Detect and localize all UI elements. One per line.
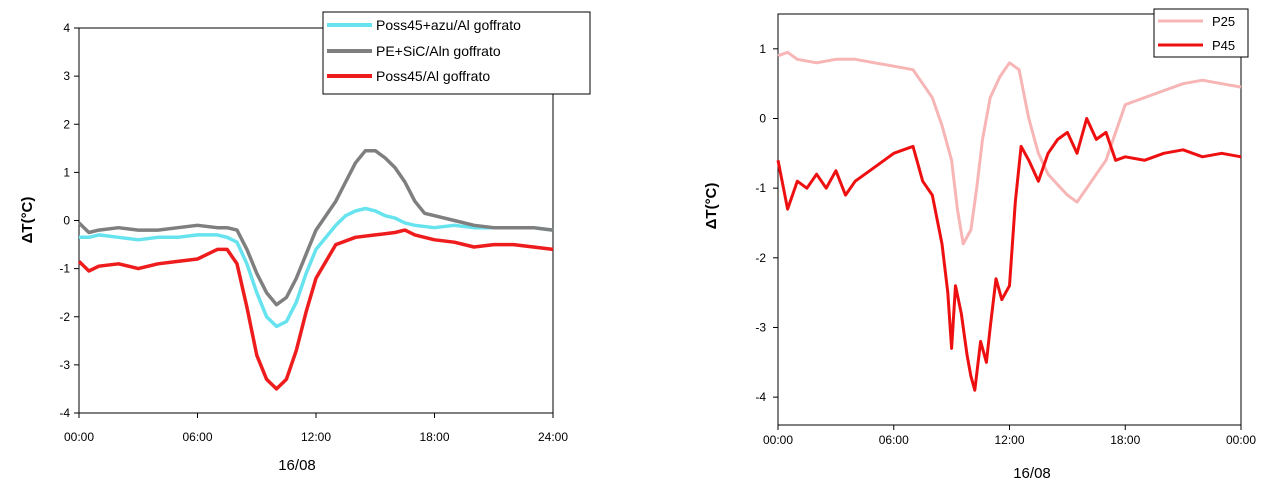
x-axis-title: 16/08 bbox=[278, 457, 316, 474]
y-tick-label: -1 bbox=[755, 181, 766, 195]
y-tick-label: -3 bbox=[755, 320, 766, 334]
x-tick-label: 06:00 bbox=[879, 433, 909, 447]
y-tick-label: -2 bbox=[59, 310, 70, 324]
x-tick-label: 00:00 bbox=[763, 433, 793, 447]
series-lines bbox=[776, 50, 1242, 392]
legend-label: P25 bbox=[1212, 14, 1235, 29]
legend-label: Poss45/Al goffrato bbox=[376, 68, 490, 84]
x-tick-label: 00:00 bbox=[1226, 433, 1256, 447]
legend-box bbox=[1153, 8, 1249, 58]
legend-label: P45 bbox=[1212, 38, 1235, 53]
x-tick-label: 00:00 bbox=[64, 430, 94, 444]
series-lines bbox=[77, 148, 554, 391]
y-tick-label: -1 bbox=[59, 262, 70, 276]
x-tick-label: 12:00 bbox=[994, 433, 1024, 447]
axes-ticks: 00:00 06:00 12:00 18:00 24:00 -4 -3 -2 -1 0 1 2 3 4 bbox=[59, 21, 568, 444]
series-line bbox=[79, 206, 554, 329]
x-axis-title: 16/08 bbox=[1013, 465, 1051, 482]
y-tick-label: -3 bbox=[59, 358, 70, 372]
legend-label: Poss45+azu/Al goffrato bbox=[376, 17, 521, 33]
x-tick-label: 12:00 bbox=[301, 430, 331, 444]
y-tick-label: -4 bbox=[755, 390, 766, 404]
x-tick-label: 24:00 bbox=[538, 430, 568, 444]
legend: P25 P45 bbox=[1153, 8, 1249, 58]
chart-left: 00:00 06:00 12:00 18:00 24:00 -4 -3 -2 -1 0 1 2 3 4 Δ… bbox=[19, 11, 591, 474]
plot-frame bbox=[777, 13, 1242, 426]
y-tick-label: 0 bbox=[759, 111, 766, 125]
series-line bbox=[776, 117, 1242, 392]
y-tick-label: -2 bbox=[755, 251, 766, 265]
y-axis-title: ΔT(°C) bbox=[19, 197, 36, 244]
chart-right: 00:00 06:00 12:00 18:00 00:00 -4 -3 -2 -1 0 1 ΔT(°… bbox=[703, 8, 1256, 482]
axes-ticks: 00:00 06:00 12:00 18:00 00:00 -4 -3 -2 -1 0 1 bbox=[755, 42, 1256, 447]
x-tick-label: 18:00 bbox=[419, 430, 449, 444]
y-tick-label: 4 bbox=[63, 21, 70, 35]
y-tick-label: 1 bbox=[63, 165, 70, 179]
y-tick-label: 1 bbox=[759, 42, 766, 56]
y-tick-label: 0 bbox=[63, 214, 70, 228]
legend: Poss45+azu/Al goffrato PE+SiC/Aln goffra… bbox=[322, 11, 591, 95]
legend-label: PE+SiC/Aln goffrato bbox=[376, 43, 501, 59]
y-tick-label: 3 bbox=[63, 69, 70, 83]
y-tick-label: -4 bbox=[59, 406, 70, 420]
y-axis-title: ΔT(°C) bbox=[703, 183, 720, 230]
x-tick-label: 18:00 bbox=[1110, 433, 1140, 447]
x-tick-label: 06:00 bbox=[182, 430, 212, 444]
series-line bbox=[777, 50, 1242, 246]
series-line bbox=[77, 148, 554, 307]
series-line bbox=[77, 228, 554, 391]
y-tick-label: 2 bbox=[63, 117, 70, 131]
